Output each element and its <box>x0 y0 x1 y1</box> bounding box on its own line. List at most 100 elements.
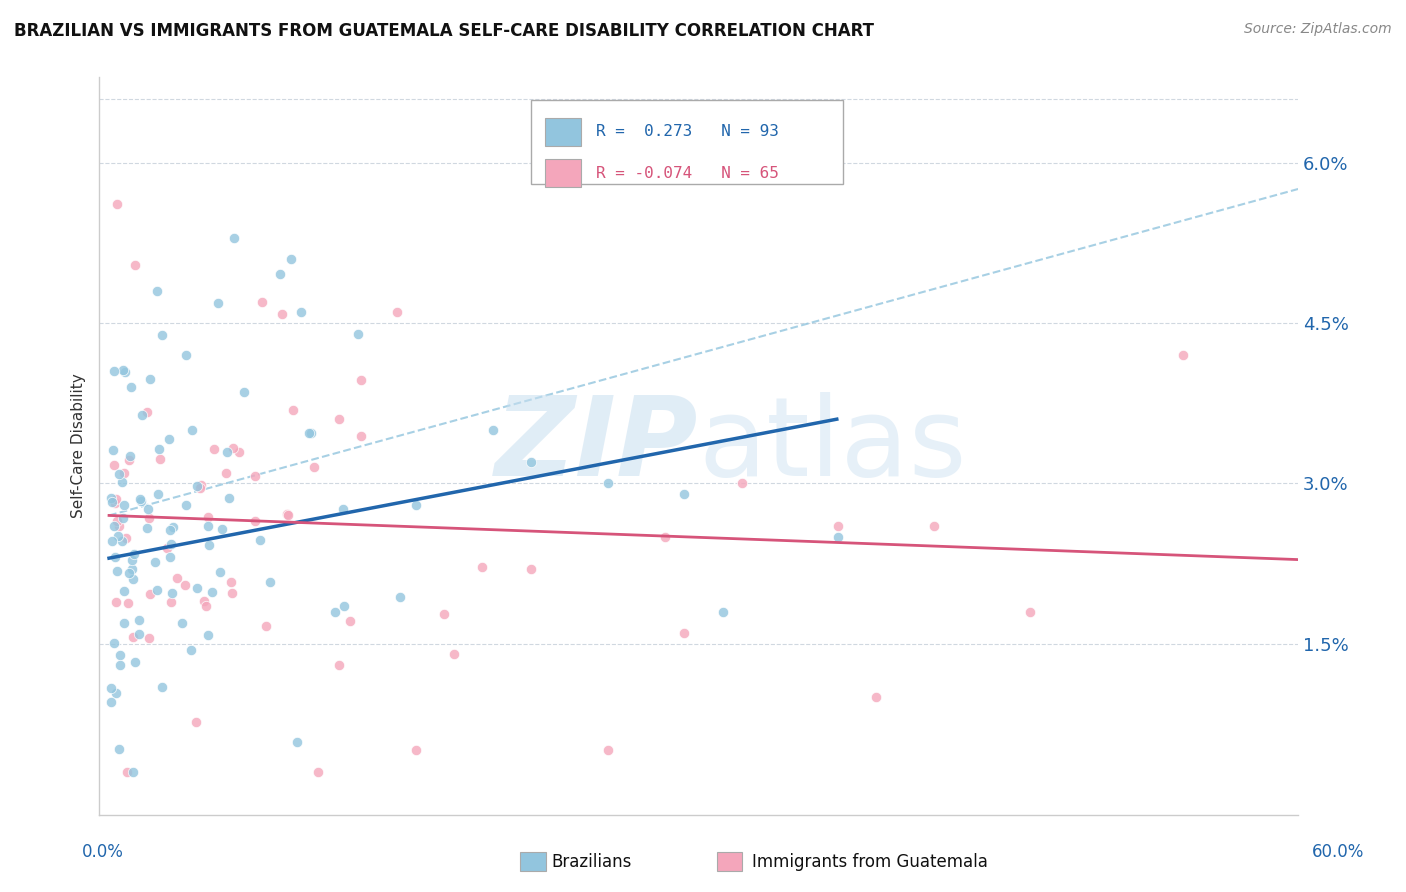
Point <box>443 648 465 662</box>
Point <box>150 328 173 343</box>
Point <box>143 555 166 569</box>
Point <box>112 583 135 598</box>
Point <box>252 294 274 309</box>
Point <box>107 529 129 543</box>
Point <box>104 495 127 509</box>
Point <box>197 628 219 642</box>
Point <box>159 537 181 551</box>
Point <box>350 373 373 387</box>
Point <box>114 366 136 380</box>
Point <box>112 466 135 480</box>
Point <box>101 494 124 508</box>
Point <box>121 562 143 576</box>
Point <box>120 450 142 464</box>
Point <box>148 486 170 500</box>
Point <box>350 429 373 443</box>
Point <box>124 258 146 272</box>
Point <box>673 626 696 640</box>
Point <box>190 478 212 492</box>
Point <box>180 423 202 437</box>
Point <box>339 614 361 628</box>
Point <box>208 565 231 579</box>
Point <box>138 587 160 601</box>
Point <box>347 326 370 341</box>
Point <box>249 533 271 547</box>
Point <box>433 607 456 622</box>
Point <box>136 405 159 419</box>
Point <box>259 574 281 589</box>
Point <box>111 533 134 548</box>
Point <box>186 581 208 595</box>
Point <box>233 384 256 399</box>
Point <box>100 681 122 695</box>
Point <box>323 605 346 619</box>
Text: Source: ZipAtlas.com: Source: ZipAtlas.com <box>1244 22 1392 37</box>
Point <box>328 411 350 425</box>
Point <box>280 252 302 266</box>
Text: BRAZILIAN VS IMMIGRANTS FROM GUATEMALA SELF-CARE DISABILITY CORRELATION CHART: BRAZILIAN VS IMMIGRANTS FROM GUATEMALA S… <box>14 22 875 40</box>
Point <box>146 284 169 298</box>
Point <box>146 583 169 598</box>
Point <box>117 596 139 610</box>
Point <box>110 648 132 662</box>
Point <box>148 442 170 456</box>
Point <box>150 680 173 694</box>
Point <box>104 686 127 700</box>
Point <box>118 453 141 467</box>
Text: Brazilians: Brazilians <box>551 853 631 871</box>
Point <box>112 616 135 631</box>
Point <box>711 605 734 619</box>
Point <box>112 498 135 512</box>
Point <box>157 432 180 446</box>
Point <box>128 491 150 506</box>
Point <box>481 423 503 437</box>
Point <box>218 491 240 506</box>
Point <box>108 519 131 533</box>
Point <box>202 442 225 457</box>
Point <box>285 735 308 749</box>
Point <box>188 481 211 495</box>
Point <box>270 307 292 321</box>
Point <box>219 574 242 589</box>
Point <box>520 455 543 469</box>
Point <box>1171 348 1194 362</box>
Point <box>174 348 197 362</box>
Point <box>166 571 188 585</box>
Point <box>136 520 159 534</box>
Point <box>922 519 945 533</box>
Point <box>160 595 183 609</box>
Point <box>149 451 172 466</box>
Point <box>654 530 676 544</box>
Point <box>186 479 208 493</box>
Point <box>129 494 152 508</box>
Point <box>103 364 125 378</box>
Point <box>128 627 150 641</box>
Point <box>520 562 543 576</box>
Point <box>193 594 215 608</box>
Point <box>174 578 197 592</box>
Text: atlas: atlas <box>699 392 967 500</box>
Point <box>122 572 145 586</box>
Point <box>201 585 224 599</box>
Point <box>471 560 494 574</box>
Point <box>170 615 193 630</box>
Point <box>276 507 298 521</box>
Point <box>243 514 266 528</box>
Text: R = -0.074   N = 65: R = -0.074 N = 65 <box>596 166 779 181</box>
Point <box>385 305 408 319</box>
Point <box>221 586 243 600</box>
Point <box>122 764 145 779</box>
Point <box>1018 605 1040 619</box>
Point <box>138 511 160 525</box>
Text: ZIP: ZIP <box>495 392 699 500</box>
Point <box>211 523 233 537</box>
Point <box>156 541 179 556</box>
Point <box>176 498 198 512</box>
Point <box>731 476 754 491</box>
Point <box>333 599 356 613</box>
Point <box>388 591 411 605</box>
Point <box>228 444 250 458</box>
Point <box>103 519 125 533</box>
Point <box>122 547 145 561</box>
Point <box>101 533 124 548</box>
